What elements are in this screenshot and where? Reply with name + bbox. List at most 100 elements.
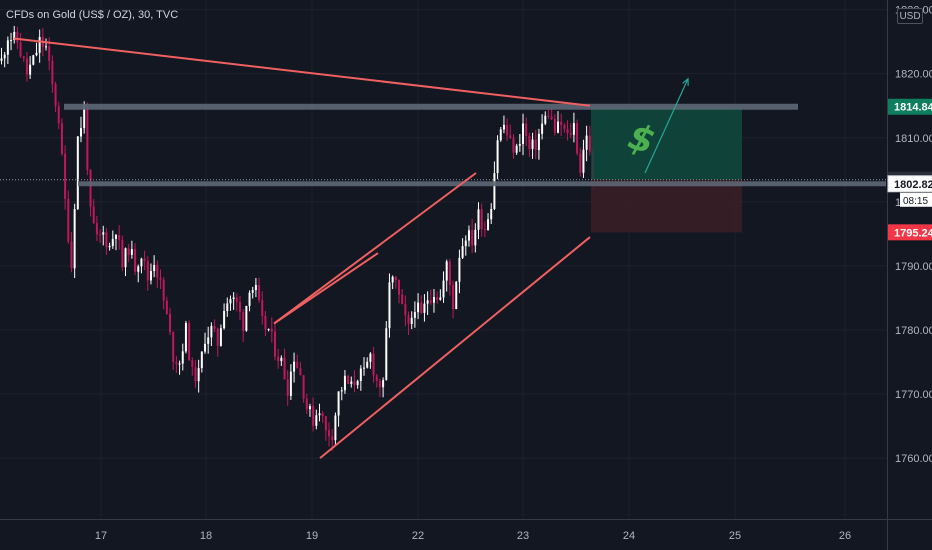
candle-body [382,380,385,388]
countdown-tag-bg [900,192,932,207]
candle-body [302,375,305,399]
stop-price-tag: 1795.24 [888,224,932,241]
candle-body [223,310,226,329]
candle-body [525,123,528,137]
candle-body [121,239,124,268]
candle-body [483,229,486,231]
candle-body [54,84,57,107]
candle-body [579,153,582,173]
candle-body [45,46,48,48]
candle-body [378,381,381,388]
candle-body [490,208,493,220]
candle-body [197,368,200,382]
candle-body [254,285,257,291]
candle-body [261,300,264,316]
candle-body [153,264,156,272]
y-tick-label-2: 1810.00 [895,133,932,145]
countdown-tag-text: 08:15 [903,196,928,207]
candle-body [394,276,397,280]
rising-upper-trendline [273,172,477,325]
candle-body [70,241,73,269]
candle-body [563,125,566,129]
target-price-tag-text: 1814.84 [894,102,932,114]
candle-body [496,140,499,173]
candle-body [178,363,181,365]
descending-trendline [13,37,591,107]
candle-body [92,206,95,223]
stop-price-tag-text: 1795.24 [894,227,932,239]
candle-body [566,128,569,134]
candle-body [541,123,544,134]
candle-body [251,290,254,293]
y-tick-label-5: 1780.00 [895,325,932,337]
candle-body [207,337,210,344]
candle-body [137,266,140,272]
candle-body [22,56,25,59]
candle-body [124,248,127,268]
candle-body [127,248,130,255]
entry-price-tag-text: 1802.82 [894,179,932,191]
candle-body [388,282,391,329]
candle-body [60,123,63,154]
candle-body [585,135,588,150]
candle-body [464,240,467,247]
candle-body [448,261,451,285]
candle-body [162,279,165,301]
stop-zone [591,179,742,233]
candle-body [0,58,3,61]
candle-body [102,232,105,235]
stop-price-tag-bg [888,224,932,241]
candle-body [391,276,394,283]
candle-body [99,234,102,236]
candle-body [471,230,474,246]
candle-body [343,375,346,391]
candle-body [347,375,350,384]
candle-body [210,325,213,338]
candle-body [588,135,591,152]
candle-body [334,415,337,441]
y-tick-label-7: 1760.00 [895,453,932,465]
candle-body [572,123,575,135]
candle-body [67,198,70,242]
candle-body [114,235,117,239]
entry-price-tag: 1802.82 [887,175,932,193]
candle-body [25,58,28,75]
x-tick-label-5: 24 [623,530,635,542]
candle-body [48,46,51,61]
candle-body [337,391,340,416]
candle-body [267,328,270,330]
candle-body [270,328,273,332]
candle-body [38,36,41,53]
candle-body [165,300,168,314]
currency-button[interactable]: USD [897,8,923,24]
candle-body [499,129,502,141]
candle-body [534,139,537,151]
candle-body [6,40,9,55]
candle-body [363,367,366,369]
candle-body [569,133,572,135]
candle-body [188,323,191,361]
candle-body [16,31,19,43]
target-arrow-head [682,77,689,86]
candle-body [315,415,318,426]
candle-body [522,123,525,145]
candle-body [375,375,378,382]
candle-body [245,305,248,331]
candle-body [493,172,496,209]
candle-body [76,136,79,210]
entry-price-tag-bg [887,175,932,193]
candle-body [89,170,92,207]
candle-body [353,381,356,386]
y-tick-label-1: 1820.00 [895,69,932,81]
candle-body [331,436,334,441]
candle-body [108,245,111,248]
y-tick-label-4: 1790.00 [895,261,932,273]
candle-body [398,279,400,295]
candle-body [436,297,439,300]
x-tick-label-0: 17 [95,530,107,542]
candle-body [105,232,108,248]
candle-body [512,137,515,153]
candle-body [194,367,197,382]
